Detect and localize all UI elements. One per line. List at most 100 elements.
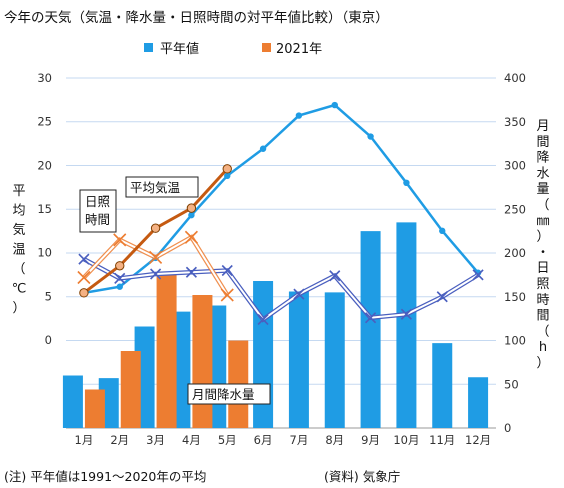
axis-title-char: 間 [536,135,549,150]
right-tick-label: 50 [504,377,519,391]
bar-precip-2021 [192,295,213,428]
axis-title-char: 時 [536,293,549,308]
axis-title-char: 気 [12,222,25,238]
bar-precip-normal [468,377,489,428]
annotation-sunshine-2: 時間 [85,212,110,227]
right-tick-label: 350 [504,115,526,129]
axis-title-char: ℃ [12,282,27,297]
axis-title-char: 温 [12,243,25,258]
x-tick-label: 8月 [325,433,344,447]
point-temp-2021 [115,261,125,271]
point-sun-normal [293,288,305,300]
right-tick-label: 0 [504,421,511,435]
annotation-box-sunshine [79,189,117,233]
left-tick-label: 30 [37,71,52,85]
point-sun-normal [329,270,341,282]
line-sun-normal-inner [83,258,479,321]
x-tick-label: 9月 [361,433,380,447]
line-temp-normal [83,103,480,295]
left-tick-label: 20 [37,158,52,172]
axis-title-char: h [539,340,547,355]
annotation-sunshine-1: 日照 [85,194,110,209]
left-tick-label: 25 [37,115,52,129]
x-tick-label: 2月 [110,433,129,447]
axis-title-char: 降 [536,151,549,166]
x-tick-label: 5月 [218,433,237,447]
right-tick-label: 150 [504,290,526,304]
point-temp-2021 [79,288,89,298]
left-tick-label: 15 [37,202,52,216]
point-temp-2021 [222,164,232,174]
left-axis-title: 平均気温 （ ℃ ） [12,184,27,316]
axis-title-char: ） [536,356,549,371]
bar-precip-normal [253,281,274,428]
point-sun-2021 [113,233,127,247]
bar-precip-normal [62,375,83,428]
bar-precip-normal [288,291,309,428]
right-tick-label: 200 [504,246,526,260]
axis-title-char: ） [536,230,549,245]
point-sun-normal [114,272,126,284]
legend-swatch-2021 [262,43,271,52]
left-tick-label: 0 [45,333,52,347]
x-tick-label: 4月 [182,433,201,447]
point-sun-normal [221,264,233,277]
point-sun-normal [150,268,162,280]
point-temp-normal [331,101,338,109]
axis-title-char: ） [12,301,25,316]
point-sun-normal [257,313,269,326]
axis-title-char: 平 [12,184,25,199]
x-tick-label: 11月 [429,433,455,447]
point-temp-normal [295,112,303,119]
right-tick-label: 300 [504,159,526,173]
axis-title-char: 月 [536,119,549,134]
point-sun-normal [185,266,197,278]
axis-title-char: （ [12,262,25,277]
right-tick-label: 250 [504,202,526,216]
point-sun-normal [78,253,90,265]
bar-precip-normal [360,231,381,428]
point-temp-2021 [186,203,197,213]
point-sun-normal [400,308,412,320]
footnote: (注) 平年値は1991～2020年の平均 [4,469,207,484]
point-sun-normal [472,269,484,281]
point-temp-normal [224,172,231,180]
x-tick-label: 3月 [146,433,165,447]
bar-precip-normal [396,222,417,428]
line-sun-2021-outer [82,234,230,297]
x-tick-label: 10月 [393,433,419,447]
axis-title-char: 間 [536,309,549,324]
annotation-box-temp [125,176,199,198]
annotation-precip: 月間降水量 [192,387,255,402]
right-tick-label: 100 [504,334,526,348]
point-temp-normal [116,283,123,290]
axis-title-char: 量 [536,182,549,197]
point-temp-normal [403,179,410,186]
axis-title-char: 水 [536,166,549,181]
point-sun-2021 [220,288,234,302]
bar-precip-normal [324,292,345,428]
bar-precip-2021 [84,389,105,428]
x-tick-label: 6月 [254,433,273,447]
point-sun-normal [365,312,377,324]
legend-label-2021: 2021年 [276,42,322,57]
axis-title-char: 日 [536,261,549,276]
axis-title-char: ㎜ [536,214,549,229]
axis-title-char: （ [536,324,549,339]
axis-title-char: （ [536,198,549,213]
x-tick-label: 1月 [75,433,94,447]
point-temp-2021 [150,223,161,233]
bar-precip-2021 [156,274,177,428]
point-sun-2021 [77,270,91,285]
axis-title-char: ・ [536,245,549,260]
point-temp-normal [188,211,195,219]
bar-precip-2021 [120,351,141,428]
right-axis-title: 月間降水量（㎜）・日照時間（h） [536,119,549,371]
axis-title-char: 照 [536,277,549,292]
x-tick-label: 7月 [290,433,309,447]
point-temp-normal [439,227,446,235]
x-tick-label: 12月 [465,433,491,447]
point-temp-normal [259,145,267,152]
left-tick-label: 5 [45,289,52,303]
